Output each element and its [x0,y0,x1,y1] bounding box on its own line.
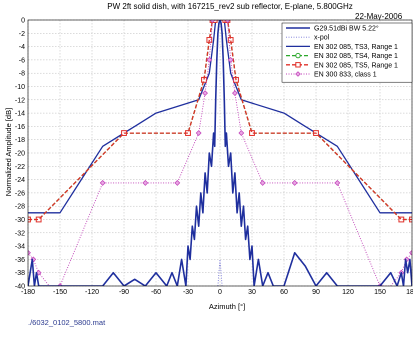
y-tick-label: -16 [15,124,25,131]
class1-marker [232,90,238,97]
legend-box [281,22,413,83]
y-tick-label: -36 [15,257,25,264]
class1-marker [174,180,181,186]
legend-marker-ts5 [295,62,301,68]
y-tick-label: -30 [15,217,25,224]
x-tick-label: -180 [21,289,35,296]
y-tick-label: -8 [19,71,25,78]
class1-marker [409,249,412,256]
series-ts3-line [28,20,412,214]
x-tick-label: 150 [374,289,386,296]
legend-label: EN 302 085, TS5, Range 1 [314,62,398,69]
y-tick-label: -38 [15,270,25,277]
y-tick-label: -28 [15,204,25,211]
plot-frame [27,19,413,287]
y-tick-label: -34 [15,244,25,251]
legend-label: G29.51dBi BW 5.22° [314,25,379,33]
x-tick-label: 90 [312,289,320,296]
x-tick-label: -150 [53,289,67,296]
class1-marker [224,20,231,23]
legend-label: EN 302 085, TS3, Range 1 [314,44,398,51]
chart-title: PW 2ft solid dish, with 167215_rev2 sub … [107,2,352,11]
series-group [28,20,412,286]
y-tick-label: -14 [15,111,25,118]
x-tick-label: -30 [183,289,193,296]
legend-label: EN 300 833, class 1 [314,72,377,79]
y-tick-label: -32 [15,230,25,237]
class1-marker [259,180,266,186]
y-tick-label: -4 [19,44,25,51]
legend-marker-class1 [295,71,301,77]
y-tick-label: -10 [15,84,25,91]
y-tick-label: -6 [19,57,25,64]
footer-filename: ./6032_0102_5800.mat [28,318,106,327]
class1-marker [238,130,245,136]
x-tick-label: 60 [280,289,288,296]
class1-marker [227,57,234,63]
y-tick-label: 0 [21,18,25,25]
series-ts5-line [28,20,412,221]
legend-label: EN 302 085, TS4, Range 1 [314,53,398,60]
class1-marker [195,130,202,136]
chart-date: 22-May-2006 [355,12,403,21]
x-tick-label: -90 [119,289,129,296]
x-tick-label: 0 [218,289,222,296]
y-tick-label: -12 [15,97,25,104]
y-tick-label: -2 [19,31,25,38]
series-copol-line [28,20,412,286]
x-tick-label: -120 [85,289,99,296]
class1-marker [28,249,31,256]
class1-marker [291,180,298,186]
y-axis-label: Normalized Amplitude [dB] [4,108,13,196]
class1-marker [99,180,106,186]
y-tick-label: -18 [15,137,25,144]
legend: G29.51dBi BW 5.22° x-pol EN 302 085, TS3, … [281,22,413,83]
x-tick-label: 180 [406,289,413,296]
x-axis-label: Azimuth [°] [209,302,245,311]
y-tick-label: -22 [15,164,25,171]
y-tick-label: -20 [15,151,25,158]
y-tick-label: -40 [15,284,25,291]
x-tick-label: 120 [342,289,354,296]
class1-marker [334,180,341,186]
class1-marker [142,180,149,186]
class1-marker [206,57,213,63]
legend-marker-ts4 [295,52,301,59]
x-tick-label: -60 [151,289,161,296]
y-tick-label: -24 [15,177,25,184]
class1-marker [209,20,216,23]
y-tick-label: -26 [15,190,25,197]
x-tick-label: 30 [248,289,256,296]
legend-label: x-pol [314,35,330,42]
class1-marker [202,90,208,97]
